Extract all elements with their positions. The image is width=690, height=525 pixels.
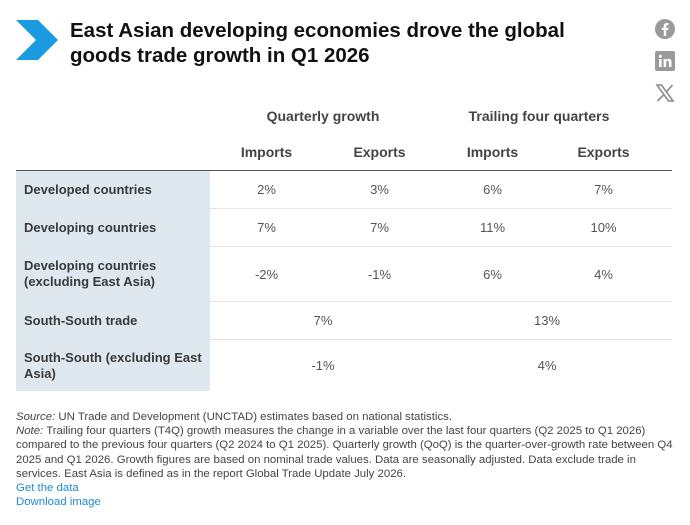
source-label: Source: <box>16 411 56 423</box>
table-cell-merged: 4% <box>537 358 557 373</box>
note-label: Note: <box>16 425 44 438</box>
table-cell: 7% <box>594 182 613 197</box>
growth-table: Developed countries 2% 3% 6% 7% Developi… <box>16 170 672 391</box>
row-label: South-South trade <box>16 302 210 339</box>
column-header-imports-qoq: Imports <box>240 144 293 160</box>
page-title: East Asian developing economies drove th… <box>70 19 565 67</box>
table-row: South-South trade 7% 13% <box>16 302 672 340</box>
group-header-quarterly: Quarterly growth <box>266 108 380 124</box>
row-label: Developing countries <box>16 209 210 246</box>
table-cell: 7% <box>370 220 389 235</box>
x-icon[interactable] <box>654 82 676 104</box>
row-label: Developed countries <box>16 171 210 208</box>
table-cell: 11% <box>479 220 506 235</box>
column-header-exports-t4q: Exports <box>577 144 630 160</box>
source-note: Source: UN Trade and Development (UNCTAD… <box>16 410 676 424</box>
table-row: Developing countries (excluding East Asi… <box>16 247 672 302</box>
footnotes: Source: UN Trade and Development (UNCTAD… <box>16 410 676 509</box>
table-row: South-South (excluding East Asia) -1% 4% <box>16 340 672 391</box>
note-text: Trailing four quarters (T4Q) growth meas… <box>16 425 673 480</box>
row-label: South-South (excluding East Asia) <box>16 340 210 391</box>
linkedin-icon[interactable] <box>654 50 676 72</box>
facebook-icon[interactable] <box>654 18 676 40</box>
get-data-link[interactable]: Get the data <box>16 482 79 495</box>
group-header-trailing: Trailing four quarters <box>468 108 610 124</box>
source-text: UN Trade and Development (UNCTAD) estima… <box>55 411 452 423</box>
column-header-imports-t4q: Imports <box>466 144 519 160</box>
table-row: Developed countries 2% 3% 6% 7% <box>16 171 672 209</box>
table-row: Developing countries 7% 7% 11% 10% <box>16 209 672 247</box>
table-cell: 3% <box>370 182 389 197</box>
table-cell-merged: 13% <box>533 313 561 328</box>
table-cell: -1% <box>367 266 392 282</box>
table-cell: 7% <box>257 220 276 235</box>
table-cell: 2% <box>257 182 276 197</box>
table-cell: 6% <box>483 182 502 197</box>
table-cell: -2% <box>254 266 279 282</box>
table-cell: 10% <box>590 220 617 235</box>
column-header-exports-qoq: Exports <box>353 144 406 160</box>
table-cell-merged: 7% <box>313 313 333 328</box>
table-cell-merged: -1% <box>311 358 335 373</box>
table-cell: 4% <box>594 266 613 282</box>
download-image-link[interactable]: Download image <box>16 496 101 509</box>
chevron-right-icon <box>16 20 58 60</box>
row-label: Developing countries (excluding East Asi… <box>16 247 210 301</box>
table-cell: 6% <box>483 266 502 282</box>
methodology-note: Note: Trailing four quarters (T4Q) growt… <box>16 424 676 481</box>
